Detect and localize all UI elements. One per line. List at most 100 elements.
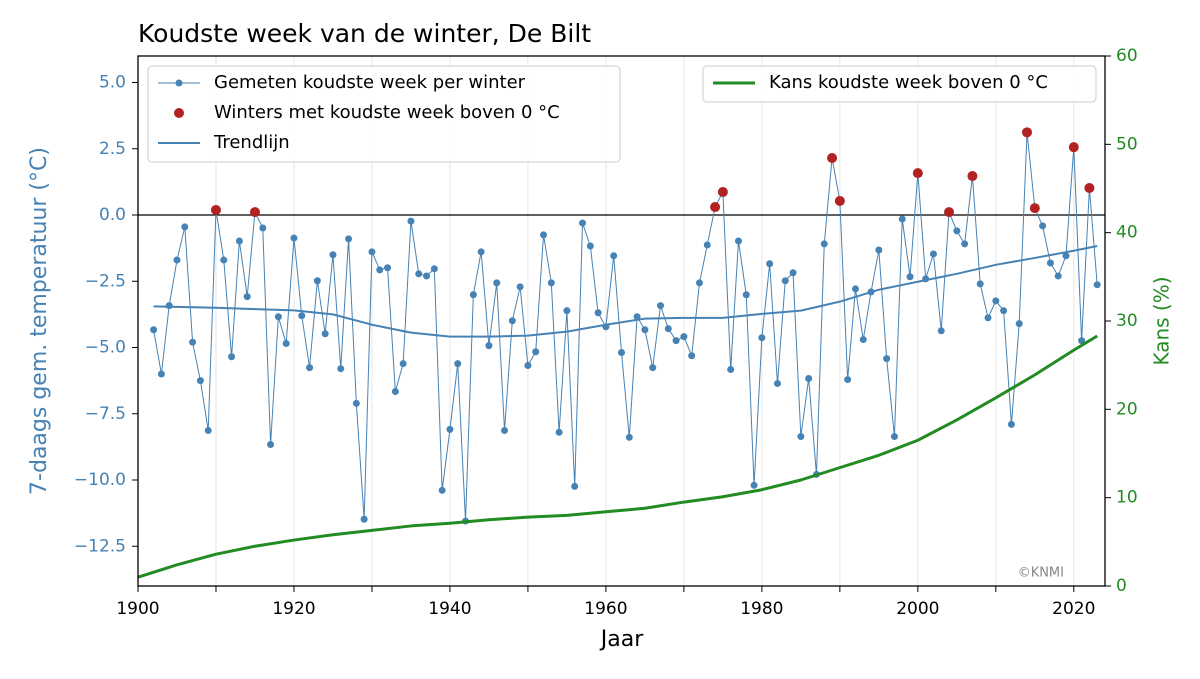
legend-marker (175, 79, 183, 87)
y2-axis-label: Kans (%) (1150, 276, 1174, 365)
point (516, 283, 524, 291)
y2-tick-label: 60 (1116, 46, 1138, 66)
copyright: ©KNMI (1018, 566, 1064, 581)
point (438, 486, 446, 494)
legend-box (147, 65, 621, 163)
point (1039, 222, 1047, 230)
warm-winter-point (1022, 127, 1033, 138)
point (189, 338, 197, 346)
point (196, 377, 204, 385)
y-tick-label: 2.5 (99, 139, 126, 159)
point (625, 433, 633, 441)
y-tick-label: −12.5 (74, 536, 126, 556)
point (1000, 307, 1008, 315)
warm-winter-point (249, 207, 260, 218)
point (992, 297, 1000, 305)
warm-winter-point (717, 186, 728, 197)
point (883, 355, 891, 363)
point (477, 248, 485, 256)
point (391, 387, 399, 395)
point (750, 481, 758, 489)
warm-winter-point (967, 171, 978, 182)
point (321, 330, 329, 338)
point (1062, 252, 1070, 260)
point (594, 309, 602, 317)
legend-label: Gemeten koudste week per winter (214, 72, 526, 93)
point (228, 353, 236, 361)
point (758, 334, 766, 342)
point (789, 269, 797, 277)
point (290, 234, 298, 242)
point (235, 237, 243, 245)
point (727, 365, 735, 373)
point (1054, 272, 1062, 280)
point (267, 440, 275, 448)
point (298, 312, 306, 320)
point (150, 326, 158, 334)
point (672, 337, 680, 345)
legend-box (702, 65, 1097, 103)
point (173, 256, 181, 264)
warm-winter-point (1068, 142, 1079, 153)
point (579, 219, 587, 227)
point (204, 426, 212, 434)
point (384, 264, 392, 272)
point (610, 252, 618, 260)
point (703, 241, 711, 249)
point (937, 327, 945, 335)
point (407, 217, 415, 225)
measured-line (153, 131, 1098, 522)
trend-line (153, 245, 1098, 338)
point (890, 433, 898, 441)
point (844, 376, 852, 384)
y2-tick-label: 40 (1116, 223, 1138, 243)
point (1007, 420, 1015, 428)
point (680, 333, 688, 341)
point (1078, 337, 1086, 345)
point (157, 370, 165, 378)
point (695, 279, 703, 287)
point (859, 336, 867, 344)
x-tick-label: 1960 (584, 599, 627, 619)
y-tick-label: −10.0 (74, 470, 126, 490)
plot-frame (137, 55, 1106, 587)
warm-winter-point (210, 204, 221, 215)
point (1046, 259, 1054, 267)
y2-tick-label: 0 (1116, 576, 1127, 596)
legend-label: Winters met koudste week boven 0 °C (214, 102, 560, 123)
y-tick-label: −5.0 (85, 338, 126, 358)
y-axis-label: 7-daags gem. temperatuur (°C) (27, 147, 52, 495)
x-tick-label: 1980 (740, 599, 783, 619)
point (454, 360, 462, 368)
point (243, 293, 251, 301)
point (563, 307, 571, 315)
point (313, 277, 321, 285)
y-tick-label: 5.0 (99, 73, 126, 93)
point (508, 317, 516, 325)
point (976, 280, 984, 288)
warm-winter-point (944, 207, 955, 218)
point (898, 215, 906, 223)
warm-winter-point (834, 195, 845, 206)
probability-line (137, 334, 1098, 579)
point (1093, 281, 1101, 289)
legend-label: Trendlijn (213, 132, 290, 153)
point (532, 348, 540, 356)
x-tick-label: 1900 (116, 599, 159, 619)
point (649, 364, 657, 372)
point (337, 365, 345, 373)
x-axis-label: Jaar (599, 627, 644, 652)
point (274, 313, 282, 321)
y-tick-label: 0.0 (99, 205, 126, 225)
point (360, 515, 368, 523)
legend-label: Kans koudste week boven 0 °C (769, 72, 1048, 93)
point (540, 231, 548, 239)
point (501, 426, 509, 434)
point (446, 425, 454, 433)
point (641, 326, 649, 334)
point (773, 380, 781, 388)
point (352, 399, 360, 407)
point (555, 428, 563, 436)
point (781, 277, 789, 285)
